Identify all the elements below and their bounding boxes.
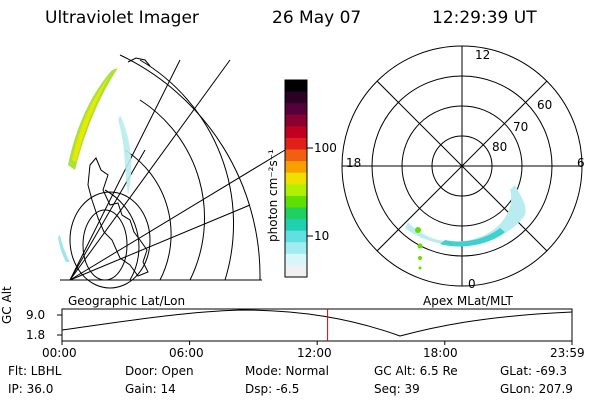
mlat-label-60: 60	[537, 98, 553, 112]
colorbar-cell	[285, 265, 307, 278]
map-grid-arc	[124, 149, 172, 281]
map-grid-arc	[104, 189, 140, 281]
colorbar-cell	[285, 103, 307, 116]
aurora-band-faint	[118, 115, 132, 195]
colorbar-cell	[285, 172, 307, 185]
map-meridian	[69, 149, 146, 281]
aurora-band-core	[72, 75, 110, 162]
timeline-ytick-9: 9.0	[26, 308, 46, 322]
colorbar-cell	[285, 253, 307, 266]
map-meridian	[69, 149, 286, 281]
color-scale-bar	[284, 79, 313, 278]
instrument-title: Ultraviolet Imager	[45, 8, 199, 28]
colorbar-cell	[285, 242, 307, 255]
colorbar-cell	[285, 80, 307, 93]
info-gain: Gain: 14	[125, 382, 176, 396]
timeline-plot	[57, 308, 573, 345]
info-ip: IP: 36.0	[8, 382, 54, 396]
map-grid-ellipse	[82, 209, 128, 281]
colorbar-cell	[285, 207, 307, 220]
aurora-spot	[418, 256, 422, 260]
mlt-label-18: 18	[346, 156, 362, 170]
map-grid-arc	[139, 99, 205, 281]
date-label: 26 May 07	[272, 8, 362, 28]
timeline-xtick-1800: 18:00	[423, 346, 458, 360]
colorbar-cell	[285, 114, 307, 127]
info-door: Door: Open	[125, 364, 194, 378]
mlt-label-6: 6	[577, 156, 585, 170]
altitude-curve	[61, 309, 573, 337]
aurora-spot	[417, 243, 423, 249]
map-grid-ellipse	[69, 191, 151, 289]
aurora-band-faint	[58, 235, 70, 262]
time-label: 12:29:39 UT	[432, 8, 537, 28]
info-seq: Seq: 39	[374, 382, 420, 396]
info-flt: Flt: LBHL	[8, 364, 62, 378]
info-glat: GLat: -69.3	[500, 364, 567, 378]
colorbar-cell	[285, 195, 307, 208]
map-boundary-arc	[119, 54, 261, 281]
colorbar-cell	[285, 161, 307, 174]
timeline-xtick-2359: 23:59	[550, 346, 585, 360]
geographic-map	[60, 54, 286, 289]
mlat-label-80: 80	[492, 140, 508, 154]
colorbar-cell	[285, 126, 307, 139]
aurora-oval	[405, 185, 526, 246]
colorbar-cell	[285, 91, 307, 104]
timeline-ytick-1-8: 1.8	[26, 328, 46, 342]
aurora-oval-core	[440, 228, 505, 247]
timeline-xtick-1200: 12:00	[297, 346, 332, 360]
polar-grid	[341, 45, 583, 287]
coastline	[127, 57, 151, 67]
info-mode: Mode: Normal	[245, 364, 329, 378]
info-glon: GLon: 207.9	[500, 382, 573, 396]
info-gcalt: GC Alt: 6.5 Re	[374, 364, 458, 378]
mlat-label-70: 70	[513, 120, 529, 134]
colorbar-cell	[285, 230, 307, 243]
colorbar-cell	[285, 184, 307, 197]
right-panel-caption: Apex MLat/MLT	[423, 294, 513, 308]
mlt-label-12: 12	[475, 48, 491, 62]
map-meridian	[69, 59, 181, 281]
info-dsp: Dsp: -6.5	[245, 382, 300, 396]
colorbar-cell	[285, 149, 307, 162]
colorbar-unit-label: photon cm⁻²s⁻¹	[266, 149, 280, 242]
colorbar-cell	[285, 137, 307, 151]
aurora-spot	[415, 227, 421, 233]
coastline	[87, 157, 149, 277]
map-grid-arc	[139, 59, 235, 281]
colorbar-tick-100: 100	[314, 141, 337, 155]
left-panel-caption: Geographic Lat/Lon	[68, 294, 186, 308]
colorbar-tick-10: 10	[314, 229, 330, 243]
polar-aurora	[405, 185, 526, 270]
timeline-xtick-0600: 06:00	[169, 346, 204, 360]
mlt-label-0: 0	[468, 277, 476, 291]
timeline-ylabel: GC Alt	[0, 286, 14, 324]
map-meridian	[69, 204, 251, 281]
colorbar-cell	[285, 219, 307, 232]
timeline-xtick-0000: 00:00	[42, 346, 77, 360]
left-aurora	[58, 68, 132, 262]
map-meridian	[69, 59, 231, 281]
aurora-spot	[418, 266, 422, 270]
